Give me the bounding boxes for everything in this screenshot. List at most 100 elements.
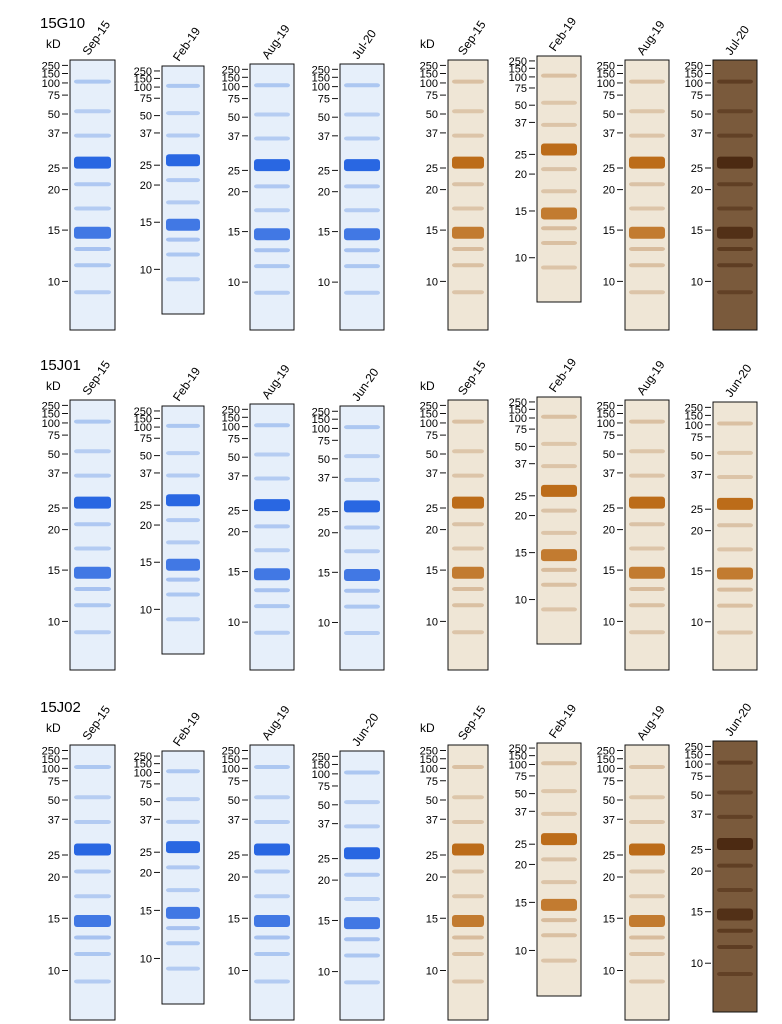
marker-label: 100 xyxy=(222,763,240,775)
lane-background xyxy=(69,59,116,331)
protein-band xyxy=(344,896,380,901)
protein-band xyxy=(541,143,577,156)
marker-label: 25 xyxy=(603,850,615,862)
protein-band xyxy=(629,496,665,509)
marker-label: 10 xyxy=(318,277,330,289)
protein-band xyxy=(74,290,111,295)
marker-label: 25 xyxy=(48,503,60,515)
marker-label: 100 xyxy=(597,78,615,90)
protein-band xyxy=(166,451,200,456)
marker-label: 75 xyxy=(691,432,703,444)
protein-band xyxy=(254,452,290,457)
protein-band xyxy=(541,508,577,513)
marker-label: 75 xyxy=(318,781,330,793)
protein-band xyxy=(74,79,111,84)
marker-label: 75 xyxy=(228,776,240,788)
lane-date-label: Aug-19 xyxy=(634,703,668,743)
marker-label: 250 xyxy=(509,743,527,755)
marker-label: 25 xyxy=(318,854,330,866)
marker-label: 10 xyxy=(140,264,152,276)
lane-background xyxy=(339,405,385,671)
protein-band xyxy=(717,547,753,552)
marker-label: 25 xyxy=(691,844,703,856)
marker-label: 10 xyxy=(691,958,703,970)
marker-label: 10 xyxy=(515,253,527,265)
marker-label: 37 xyxy=(515,117,527,129)
protein-band xyxy=(452,473,484,478)
marker-label: 50 xyxy=(426,449,438,461)
protein-band xyxy=(74,419,111,424)
marker-label: 37 xyxy=(48,128,60,140)
protein-band xyxy=(166,83,200,88)
marker-label: 37 xyxy=(603,468,615,480)
protein-band xyxy=(452,952,484,956)
protein-band xyxy=(74,587,111,591)
marker-label: 250 xyxy=(42,400,60,412)
lane-date-label: Aug-19 xyxy=(634,358,668,398)
protein-band xyxy=(629,915,665,927)
marker-label: 75 xyxy=(140,779,152,791)
protein-band xyxy=(166,237,200,242)
protein-band xyxy=(717,888,753,893)
marker-label: 150 xyxy=(685,410,703,422)
protein-band xyxy=(717,837,753,850)
protein-band xyxy=(254,765,290,769)
protein-band xyxy=(717,247,753,251)
protein-band xyxy=(254,795,290,800)
protein-band xyxy=(629,206,665,211)
protein-band xyxy=(629,979,665,984)
marker-label: 50 xyxy=(228,112,240,124)
marker-label: 50 xyxy=(691,109,703,121)
marker-label: 100 xyxy=(312,769,330,781)
marker-label: 250 xyxy=(222,404,240,416)
marker-label: 150 xyxy=(597,69,615,81)
marker-label: 37 xyxy=(515,459,527,471)
protein-band xyxy=(74,915,111,927)
marker-label: 150 xyxy=(134,759,152,771)
protein-band xyxy=(74,935,111,940)
marker-label: 20 xyxy=(515,169,527,181)
protein-band xyxy=(254,264,290,269)
protein-band xyxy=(541,530,577,535)
marker-label: 25 xyxy=(318,507,330,519)
protein-band xyxy=(344,953,380,958)
protein-band xyxy=(541,189,577,194)
protein-band xyxy=(74,603,111,608)
marker-label: 150 xyxy=(509,404,527,416)
marker-label: 10 xyxy=(228,966,240,978)
protein-band xyxy=(452,915,484,927)
marker-label: 250 xyxy=(312,406,330,418)
lane-date-label: Sep-15 xyxy=(455,358,489,398)
marker-label: 20 xyxy=(48,185,60,197)
marker-label: 15 xyxy=(515,206,527,218)
protein-band xyxy=(629,182,665,187)
protein-band xyxy=(74,546,111,551)
marker-label: 37 xyxy=(691,809,703,821)
marker-label: 50 xyxy=(515,100,527,112)
protein-band xyxy=(452,765,484,769)
marker-label: 250 xyxy=(42,746,60,758)
marker-label: 100 xyxy=(597,763,615,775)
marker-label: 10 xyxy=(603,616,615,628)
marker-label: 100 xyxy=(42,78,60,90)
protein-band xyxy=(717,226,753,239)
marker-label: 25 xyxy=(48,850,60,862)
marker-label: 15 xyxy=(228,913,240,925)
protein-band xyxy=(254,208,290,213)
protein-band xyxy=(541,918,577,923)
marker-label: 20 xyxy=(426,185,438,197)
protein-band xyxy=(541,567,577,572)
marker-label: 37 xyxy=(318,131,330,143)
marker-label: 25 xyxy=(691,163,703,175)
lane-background xyxy=(161,65,205,315)
protein-band xyxy=(717,206,753,211)
